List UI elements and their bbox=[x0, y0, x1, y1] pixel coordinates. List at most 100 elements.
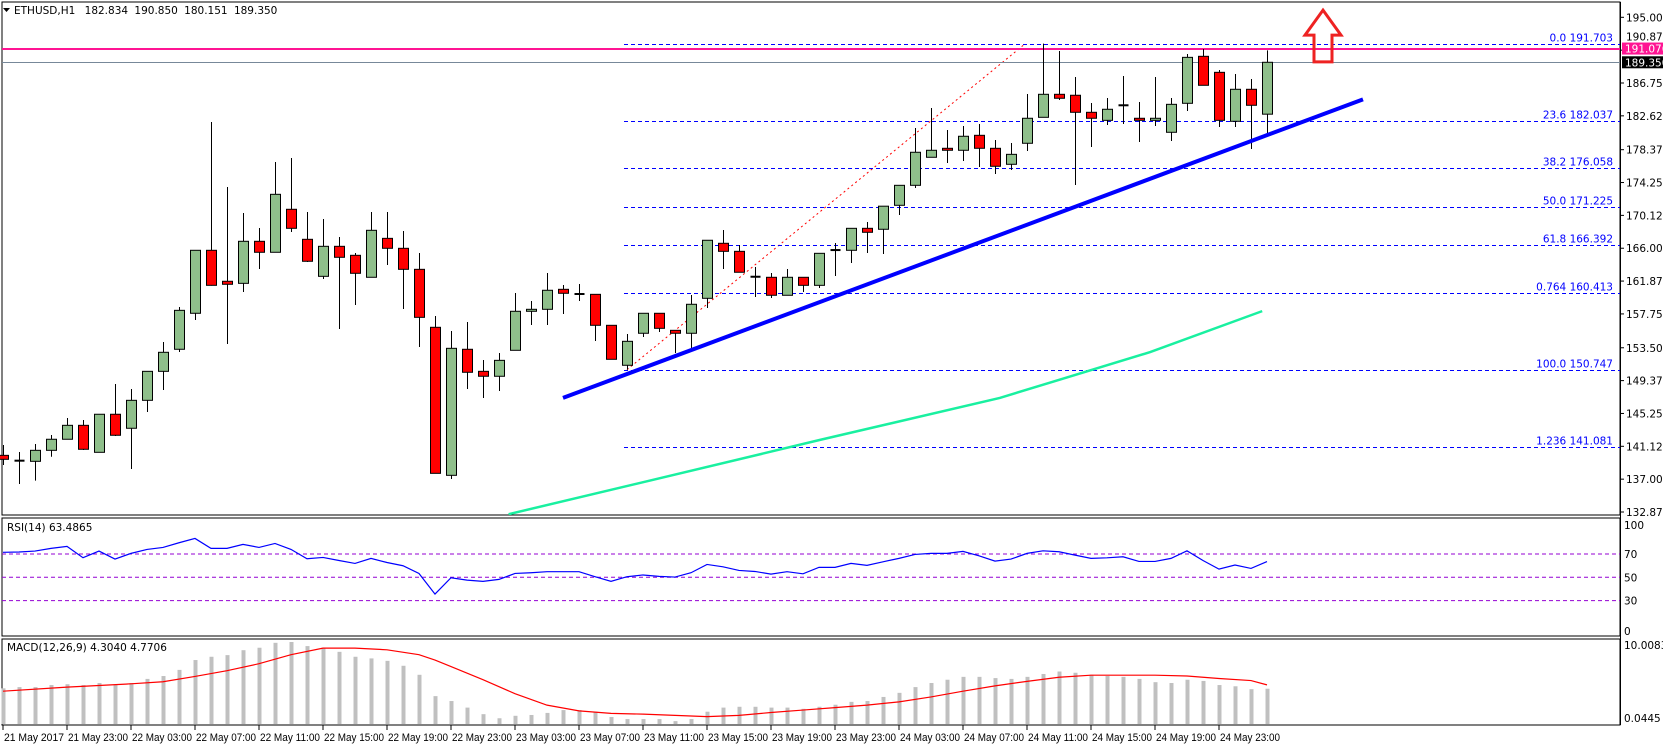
candle bbox=[302, 211, 313, 263]
rsi-tick-label: 50 bbox=[1624, 572, 1637, 584]
macd-histogram-bar bbox=[897, 692, 902, 724]
time-tick-label: 22 May 23:00 bbox=[452, 732, 512, 744]
macd-histogram-bar bbox=[993, 678, 998, 724]
candle bbox=[846, 227, 857, 264]
candle bbox=[958, 125, 969, 162]
macd-histogram-bar bbox=[849, 701, 854, 724]
fibonacci-retracement[interactable]: 0.0 191.703 23.6 182.037 38.2 176.058 50.0 … bbox=[624, 33, 1620, 448]
candle bbox=[94, 413, 105, 453]
macd-histogram-bar bbox=[433, 696, 438, 724]
macd-histogram-bar bbox=[417, 674, 422, 724]
ascending-trendline[interactable] bbox=[562, 97, 1364, 400]
time-tick-label: 21 May 2017 bbox=[4, 732, 64, 744]
trendline[interactable] bbox=[562, 97, 1364, 400]
macd-histogram-bar bbox=[785, 707, 790, 724]
bull-candle-body bbox=[318, 245, 329, 277]
bull-candle-body bbox=[270, 193, 281, 253]
fib-level-label: 1.236 141.081 bbox=[1536, 436, 1613, 448]
price-tick-label: 182.625 bbox=[1626, 111, 1663, 123]
macd-histogram-bar bbox=[129, 683, 134, 724]
bull-candle-body bbox=[814, 252, 825, 286]
time-tick-label: 23 May 11:00 bbox=[644, 732, 704, 744]
price-axis[interactable]: 195.000 190.875 186.750 182.625 178.375 174.2… bbox=[1620, 2, 1663, 725]
fib-level-label: 0.0 191.703 bbox=[1550, 33, 1613, 45]
bear-candle-body bbox=[590, 293, 601, 326]
bull-candle-body bbox=[238, 240, 249, 284]
bull-candle-body bbox=[174, 309, 185, 350]
fib-level-label: 38.2 176.058 bbox=[1543, 157, 1613, 169]
bear-candle-body bbox=[414, 268, 425, 318]
bear-candle-body bbox=[654, 312, 665, 329]
bear-candle-body bbox=[382, 237, 393, 249]
price-tick-label: 141.125 bbox=[1626, 441, 1663, 453]
bull-candle-body bbox=[142, 370, 153, 401]
up-arrow-icon[interactable] bbox=[1302, 7, 1344, 64]
bull-candle-body bbox=[126, 399, 137, 429]
macd-histogram-bar bbox=[1137, 678, 1142, 724]
macd-histogram-bar bbox=[1201, 680, 1206, 724]
dropdown-triangle-icon[interactable] bbox=[3, 8, 10, 12]
bear-candle-body bbox=[1134, 117, 1145, 121]
bear-candle-body bbox=[350, 254, 361, 274]
time-tick-label: 23 May 19:00 bbox=[772, 732, 832, 744]
price-tick-label: 161.875 bbox=[1626, 276, 1663, 288]
bear-candle-body bbox=[398, 247, 409, 270]
candle bbox=[46, 434, 57, 457]
candle bbox=[1038, 43, 1049, 118]
time-tick-label: 22 May 11:00 bbox=[260, 732, 320, 744]
macd-histogram-bar bbox=[657, 719, 662, 724]
macd-histogram-bar bbox=[1169, 683, 1174, 724]
candle bbox=[670, 329, 681, 354]
candle bbox=[286, 158, 297, 232]
candle bbox=[414, 253, 425, 348]
time-axis[interactable]: 21 May 2017 21 May 23:00 22 May 03:00 22 Ma… bbox=[2, 725, 1280, 744]
bear-candle-body bbox=[766, 276, 777, 296]
bull-candle-body bbox=[894, 184, 905, 206]
macd-histogram-bar bbox=[1089, 674, 1094, 724]
macd-histogram-bar bbox=[161, 676, 166, 724]
macd-histogram-bar bbox=[577, 710, 582, 724]
price-tick-label: 170.125 bbox=[1626, 210, 1663, 222]
price-tick-label: 166.000 bbox=[1626, 243, 1663, 255]
candle bbox=[910, 127, 921, 189]
macd-histogram-bar bbox=[81, 685, 86, 724]
bull-candle-body bbox=[1150, 117, 1161, 121]
candle bbox=[878, 205, 889, 255]
bull-candle-body bbox=[1262, 61, 1273, 115]
candle bbox=[174, 306, 185, 352]
candle bbox=[398, 231, 409, 309]
time-tick-label: 22 May 19:00 bbox=[388, 732, 448, 744]
candle bbox=[510, 292, 521, 351]
macd-histogram-bar bbox=[1121, 676, 1126, 724]
macd-histogram-bar bbox=[545, 712, 550, 724]
bear-candle-body bbox=[430, 326, 441, 474]
bear-candle-body bbox=[670, 329, 681, 334]
macd-histogram-bar bbox=[481, 714, 486, 724]
macd-histogram-bar bbox=[641, 719, 646, 724]
macd-histogram-bar bbox=[49, 685, 54, 724]
price-tick-label: 145.250 bbox=[1626, 408, 1663, 420]
bull-candle-body bbox=[190, 249, 201, 314]
rsi-line bbox=[2, 537, 1268, 596]
time-tick-label: 24 May 03:00 bbox=[900, 732, 960, 744]
macd-histogram-bar bbox=[1057, 671, 1062, 724]
candle bbox=[526, 301, 537, 325]
macd-histogram-bar bbox=[945, 679, 950, 724]
bear-candle-body bbox=[990, 147, 1001, 167]
candle bbox=[542, 272, 553, 325]
price-tick-label: 157.750 bbox=[1626, 309, 1663, 321]
bear-candle-body bbox=[478, 370, 489, 377]
candle bbox=[766, 272, 777, 298]
open-value: 182.834 bbox=[85, 5, 129, 17]
candle bbox=[318, 219, 329, 279]
candle bbox=[974, 124, 985, 168]
chart-header: ETHUSD,H1 182.834 190.850 180.151 189.35… bbox=[14, 5, 277, 17]
candle bbox=[734, 245, 745, 273]
candle bbox=[1262, 50, 1273, 136]
macd-histogram-bar bbox=[1233, 686, 1238, 724]
bid-price-tag bbox=[1622, 56, 1663, 69]
candle bbox=[798, 276, 809, 293]
time-tick-label: 22 May 15:00 bbox=[324, 732, 384, 744]
up-arrow-annotation[interactable] bbox=[1302, 7, 1344, 64]
